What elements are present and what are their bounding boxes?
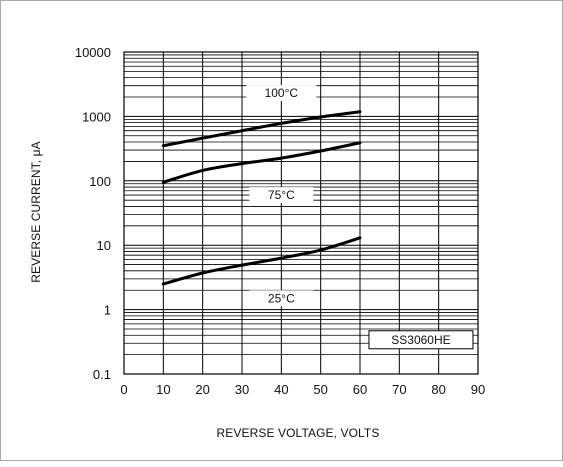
- x-tick-label-8: 80: [431, 382, 445, 397]
- series-label-background: [249, 290, 314, 307]
- x-axis-title: REVERSE VOLTAGE, VOLTS: [217, 426, 380, 440]
- series-line-0: [161, 110, 362, 148]
- x-tick-label-0: 0: [120, 382, 127, 397]
- y-tick-label-2: 10: [97, 238, 111, 253]
- series-line-2: [161, 236, 362, 286]
- label-layer: 100°C 75°C 25°C SS3060HE: [246, 85, 474, 350]
- tick-layer: 0 10 20 30 40 50 60 70 80 90 0.1 1 10 100 1000 10000: [75, 45, 485, 397]
- plot-area-border: [123, 51, 479, 375]
- y-tick-label-3: 100: [89, 174, 111, 189]
- series-label-0: 100°C: [265, 86, 299, 100]
- y-tick-label-1: 1: [104, 303, 111, 318]
- model-label-box: [368, 330, 474, 350]
- series-layer: [161, 110, 362, 286]
- x-tick-label-5: 50: [313, 382, 327, 397]
- x-tick-label-3: 30: [235, 382, 249, 397]
- x-tick-label-1: 10: [156, 382, 170, 397]
- model-label: SS3060HE: [391, 333, 450, 347]
- y-tick-label-4: 1000: [82, 109, 111, 124]
- series-label-1: 75°C: [268, 188, 295, 202]
- series-line-1: [161, 141, 362, 184]
- x-tick-label-2: 20: [195, 382, 209, 397]
- x-tick-label-4: 40: [274, 382, 288, 397]
- y-tick-label-0: 0.1: [93, 367, 111, 382]
- y-axis-title: REVERSE CURRENT, μA: [29, 141, 43, 283]
- series-label-background: [249, 187, 314, 204]
- x-tick-label-7: 70: [392, 382, 406, 397]
- series-label-background: [246, 85, 317, 102]
- x-tick-label-9: 90: [471, 382, 485, 397]
- x-tick-label-6: 60: [353, 382, 367, 397]
- series-label-2: 25°C: [268, 291, 295, 305]
- y-tick-label-5: 10000: [75, 45, 111, 60]
